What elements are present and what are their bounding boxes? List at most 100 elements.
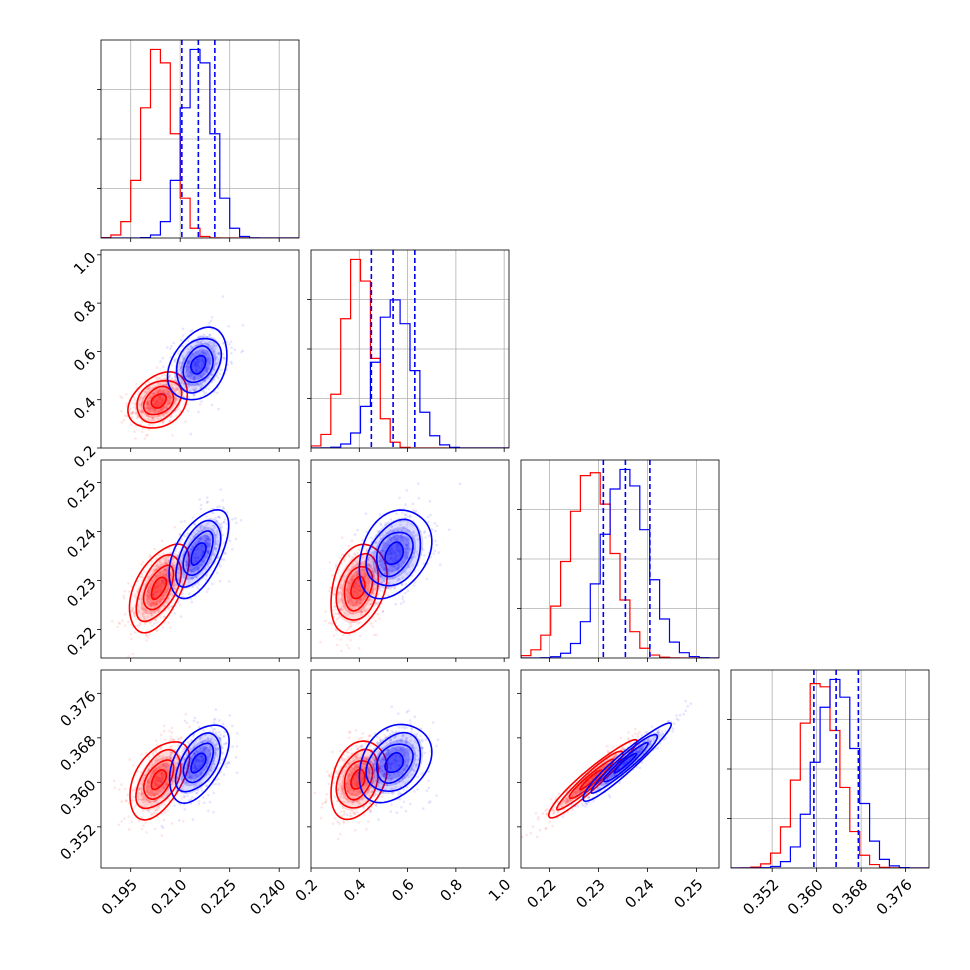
sample-point (169, 347, 172, 351)
sample-point (178, 368, 182, 372)
sample-point (212, 762, 215, 766)
contour-line (343, 760, 374, 801)
sample-point (401, 576, 405, 579)
sample-point (380, 760, 383, 764)
sample-point (163, 561, 167, 564)
sample-point (193, 779, 196, 782)
sample-point (202, 349, 205, 353)
sample-point (199, 525, 203, 528)
sample-point (208, 545, 212, 548)
sample-point (180, 566, 184, 570)
sample-point (405, 489, 409, 492)
sample-point (188, 725, 191, 729)
sample-point (390, 546, 394, 549)
sample-point (159, 777, 163, 780)
sample-point (200, 363, 204, 367)
sample-point (153, 588, 157, 592)
sample-point (181, 781, 184, 784)
sample-point (383, 568, 386, 572)
sample-point (601, 766, 605, 770)
sample-point (390, 705, 394, 708)
sample-point (415, 754, 419, 758)
sample-point (141, 410, 145, 414)
sample-point (139, 770, 143, 774)
sample-point (206, 523, 209, 526)
sample-point (385, 753, 389, 756)
sample-point (423, 751, 427, 755)
sample-point (380, 567, 383, 571)
sample-point (205, 367, 209, 371)
sample-point (127, 815, 130, 818)
sample-point (353, 533, 357, 536)
sample-point (158, 755, 162, 759)
sample-point (137, 792, 140, 795)
sample-point (203, 351, 206, 355)
sample-point (351, 565, 354, 568)
sample-point (201, 758, 205, 762)
sample-point (339, 832, 342, 836)
sample-point (352, 590, 356, 594)
sample-point (369, 602, 373, 606)
sample-point (162, 389, 165, 393)
sample-point (203, 540, 207, 543)
density-fill (180, 739, 217, 787)
sample-point (197, 568, 200, 571)
sample-point (361, 567, 364, 570)
sample-point (371, 790, 374, 793)
sample-point (391, 731, 395, 734)
sample-point (387, 752, 391, 755)
sample-point (199, 536, 202, 539)
sample-point (157, 404, 160, 407)
sample-point (159, 360, 162, 363)
sample-point (199, 773, 202, 777)
sample-point (158, 607, 161, 610)
sample-point (380, 574, 384, 578)
sample-point (216, 747, 219, 751)
sample-point (140, 430, 144, 434)
sample-point (171, 386, 174, 390)
sample-point (429, 555, 433, 559)
sample-point (222, 507, 226, 510)
sample-point (159, 410, 162, 413)
sample-point (181, 361, 184, 364)
sample-point (406, 515, 410, 518)
sample-point (169, 356, 172, 359)
sample-point (120, 800, 123, 803)
sample-point (374, 759, 377, 763)
sample-point (197, 529, 200, 532)
sample-point (178, 773, 181, 777)
sample-point (166, 402, 170, 406)
sample-point (393, 586, 397, 589)
sample-point (159, 398, 162, 402)
sample-point (206, 758, 209, 762)
sample-point (215, 542, 219, 545)
sample-point (185, 362, 189, 365)
sample-point (155, 603, 158, 606)
sample-point (221, 506, 225, 509)
sample-point (381, 570, 384, 573)
sample-point (409, 514, 412, 517)
sample-point (368, 801, 372, 805)
sample-point (194, 559, 197, 563)
sample-point (231, 724, 234, 728)
sample-point (339, 784, 342, 788)
sample-point (156, 758, 159, 761)
sample-point (185, 576, 189, 580)
sample-point (145, 634, 148, 637)
sample-point (144, 609, 148, 613)
sample-point (202, 360, 206, 364)
sample-point (209, 752, 213, 755)
sample-point (353, 603, 357, 607)
sample-point (155, 366, 159, 369)
sample-point (360, 567, 364, 571)
sample-point (134, 592, 137, 596)
sample-point (357, 795, 361, 799)
sample-point (340, 810, 343, 813)
sample-point (158, 776, 161, 780)
sample-point (354, 583, 358, 586)
sample-point (195, 382, 198, 386)
sample-point (161, 374, 164, 377)
sample-point (348, 555, 351, 558)
sample-point (355, 561, 359, 565)
sample-point (407, 541, 411, 545)
